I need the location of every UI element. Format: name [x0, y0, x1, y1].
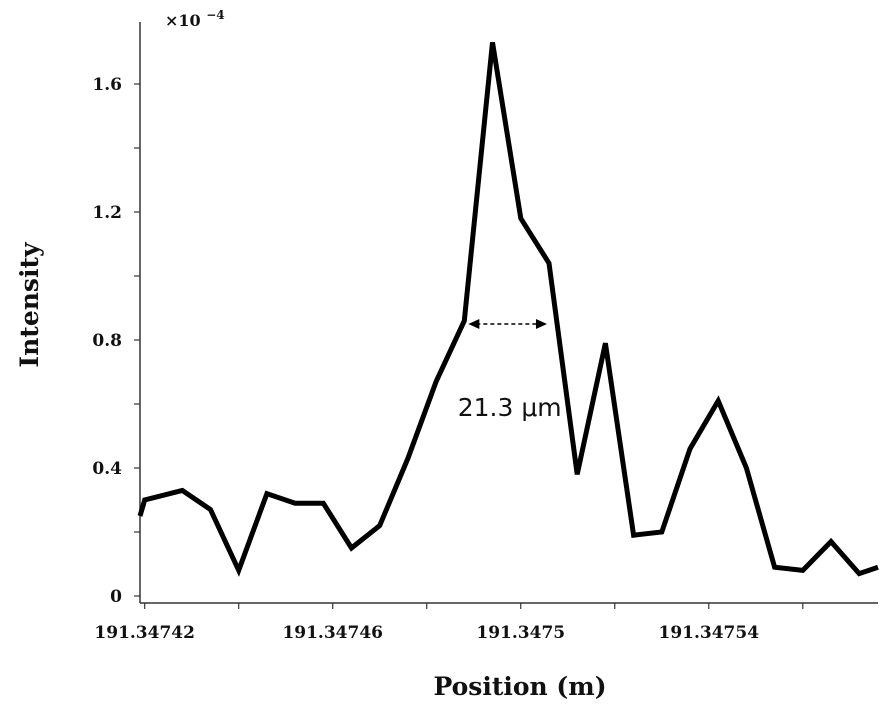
y-multiplier-exponent: −4	[206, 8, 224, 22]
y-axis-title: Intensity	[15, 241, 44, 368]
y-tick-label: 0	[110, 587, 122, 607]
arrow-head-right	[535, 319, 547, 329]
x-axis-title: Position (m)	[433, 672, 606, 701]
arrow-head-left	[468, 319, 480, 329]
y-tick-label: 0.8	[92, 331, 122, 351]
y-tick-label: 1.6	[92, 75, 122, 95]
series-line	[137, 42, 879, 577]
y-ticks: 0 0.4 0.8 1.2 1.6	[92, 75, 140, 607]
axes	[139, 22, 878, 604]
fwhm-annotation: 21.3 μm	[458, 319, 562, 422]
x-ticks: 191.34742 191.34746 191.3475 191.34754	[94, 603, 804, 643]
y-multiplier: ×10 −4	[165, 8, 225, 30]
x-tick-label: 191.34754	[658, 623, 759, 643]
x-tick-label: 191.3475	[476, 623, 565, 643]
x-tick-label: 191.34742	[94, 623, 195, 643]
y-tick-label: 1.2	[92, 203, 122, 223]
y-multiplier-base: ×10	[165, 11, 201, 30]
x-tick-label: 191.34746	[282, 623, 383, 643]
width-label: 21.3 μm	[458, 393, 562, 422]
y-tick-label: 0.4	[92, 459, 122, 479]
